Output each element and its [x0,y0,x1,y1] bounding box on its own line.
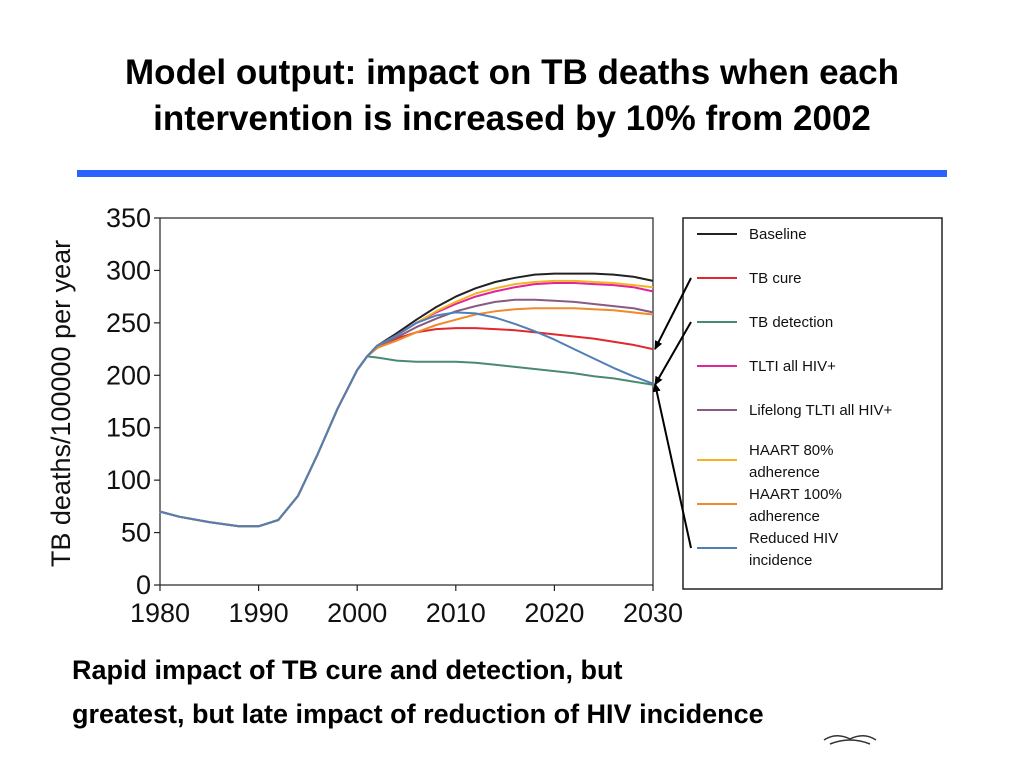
annotation-arrow [652,382,692,549]
series-line-lifelong-tlti-all-hiv- [159,298,654,528]
annotation-arrow [654,321,692,386]
y-tick-label: 150 [106,413,151,443]
title-line-1: Model output: impact on TB deaths when e… [125,53,899,92]
legend-label: adherence [749,508,820,525]
x-tick-label: 2020 [524,598,584,628]
legend-label: Baseline [749,226,807,243]
legend-label: adherence [749,464,820,481]
legend-box [682,217,943,590]
series-line-tlti-all-hiv- [159,282,654,528]
legend-label: TLTI all HIV+ [749,358,836,375]
series-line-reduced-hiv-incidence [159,311,654,528]
y-tick-label: 200 [106,360,151,390]
annotation-arrow [654,277,692,350]
x-tick-label: 1990 [229,598,289,628]
y-tick-label: 250 [106,308,151,338]
plot-area: 0 50 100 150 200 250 300 350 1980 1990 2000 2010 202… [46,203,683,628]
y-tick-label: 100 [106,465,151,495]
x-tick-label: 2030 [623,598,683,628]
caption-line-1: Rapid impact of TB cure and detection, b… [72,655,623,685]
legend-label: TB detection [749,314,833,331]
legend-label: Lifelong TLTI all HIV+ [749,402,893,419]
annotation-arrows [652,277,692,549]
x-tick-label: 2000 [327,598,387,628]
series-line-haart-100-adherence [159,307,654,528]
series-line-tb-detection [159,355,654,528]
title-line-2: intervention is increased by 10% from 20… [153,99,871,138]
bird-logo-icon [823,735,877,745]
legend-label: HAART 100% [749,486,842,503]
caption-line-2: greatest, but late impact of reduction o… [72,699,764,729]
slide-title: Model output: impact on TB deaths when e… [40,50,984,142]
series-layer [159,272,654,528]
legend-label: TB cure [749,270,802,287]
title-divider [77,170,947,177]
slide-caption: Rapid impact of TB cure and detection, b… [72,648,972,736]
y-tick-label: 350 [106,203,151,233]
x-tick-label: 2010 [426,598,486,628]
legend: Baseline TB cure TB detection TLTI all HIV+… [682,217,943,590]
y-tick-label: 300 [106,255,151,285]
x-tick-label: 1980 [130,598,190,628]
legend-label: HAART 80% [749,442,834,459]
series-line-baseline [159,272,654,528]
legend-label: incidence [749,552,812,569]
series-line-haart-80-adherence [159,279,654,528]
y-axis-label: TB deaths/100000 per year [46,240,76,567]
legend-label: Reduced HIV [749,530,838,547]
y-tick-label: 50 [121,518,151,548]
series-line-tb-cure [159,327,654,528]
y-tick-label: 0 [136,570,151,600]
plot-frame [159,217,654,586]
